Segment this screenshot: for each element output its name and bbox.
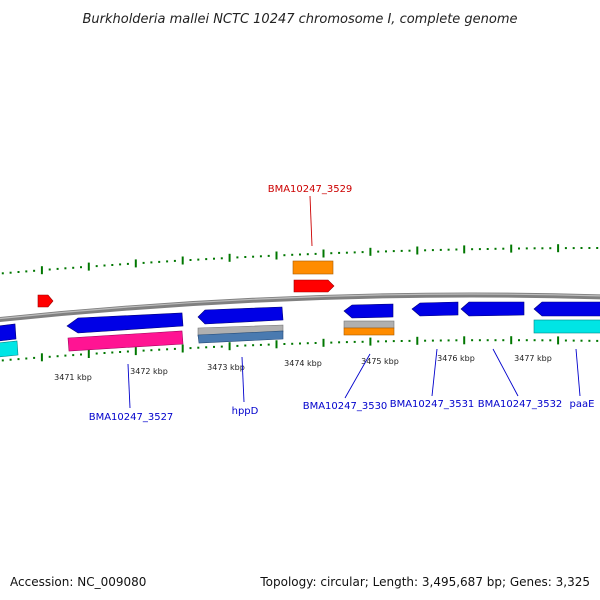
accession-text: Accession: NC_009080 <box>10 575 146 589</box>
feature-cyan-leftedge[interactable] <box>0 340 19 358</box>
gene-arrow-red-left[interactable] <box>37 294 54 308</box>
tick-label-3471: 3471 kbp <box>54 373 92 382</box>
leader-bma10247-3531 <box>431 348 438 397</box>
gene-arrow-paae[interactable] <box>533 301 600 317</box>
feature-grey-3530[interactable] <box>343 320 395 329</box>
feature-magenta-3527[interactable] <box>67 330 184 352</box>
chromosome-backbone <box>0 292 600 323</box>
leader-paae <box>575 348 581 397</box>
gene-arrow-bma10247-3529[interactable] <box>293 279 335 293</box>
leader-bma10247-3527 <box>127 363 131 409</box>
gene-label-bma10247-3531[interactable]: BMA10247_3531 <box>390 399 475 410</box>
gene-label-bma10247-3532[interactable]: BMA10247_3532 <box>478 399 563 410</box>
tick-label-3474: 3474 kbp <box>284 359 322 368</box>
gene-arrow-bma10247-3527[interactable] <box>66 312 184 334</box>
feature-orange-3530[interactable] <box>343 327 395 336</box>
feature-steel-hppd[interactable] <box>197 330 284 344</box>
gene-label-bma10247-3530[interactable]: BMA10247_3530 <box>303 401 388 412</box>
gene-label-paae[interactable]: paaE <box>570 399 595 410</box>
gene-label-hppd[interactable]: hppD <box>232 406 259 417</box>
map-title: Burkholderia mallei NCTC 10247 chromosom… <box>82 12 517 27</box>
gene-arrow-bma10247-3532[interactable] <box>460 301 525 317</box>
tick-label-3477: 3477 kbp <box>514 354 552 363</box>
tick-label-3475: 3475 kbp <box>361 357 399 366</box>
tick-label-3473: 3473 kbp <box>207 363 245 372</box>
leader-bma10247-3532 <box>492 348 519 397</box>
leader-bma10247-3530 <box>344 353 371 399</box>
genome-summary-text: Topology: circular; Length: 3,495,687 bp… <box>259 575 590 589</box>
tick-label-3476: 3476 kbp <box>437 354 475 363</box>
tick-label-3472: 3472 kbp <box>130 367 168 376</box>
leader-bma10247-3529 <box>309 195 313 247</box>
gene-arrow-blue-leftedge[interactable] <box>0 323 17 342</box>
gene-arrow-bma10247-3531[interactable] <box>411 301 459 317</box>
outer-tick-ring <box>1 244 599 275</box>
gene-label-bma10247-3529[interactable]: BMA10247_3529 <box>268 184 353 195</box>
gene-label-bma10247-3527[interactable]: BMA10247_3527 <box>89 412 174 423</box>
leader-hppd <box>241 356 245 403</box>
feature-orange-3529[interactable] <box>292 260 334 275</box>
feature-cyan-paae[interactable] <box>533 319 600 334</box>
inner-tick-ring <box>1 336 599 362</box>
gene-arrow-hppd[interactable] <box>197 306 284 325</box>
gene-arrow-bma10247-3530[interactable] <box>343 303 394 319</box>
chromosome-backbone-highlight <box>0 293 600 320</box>
